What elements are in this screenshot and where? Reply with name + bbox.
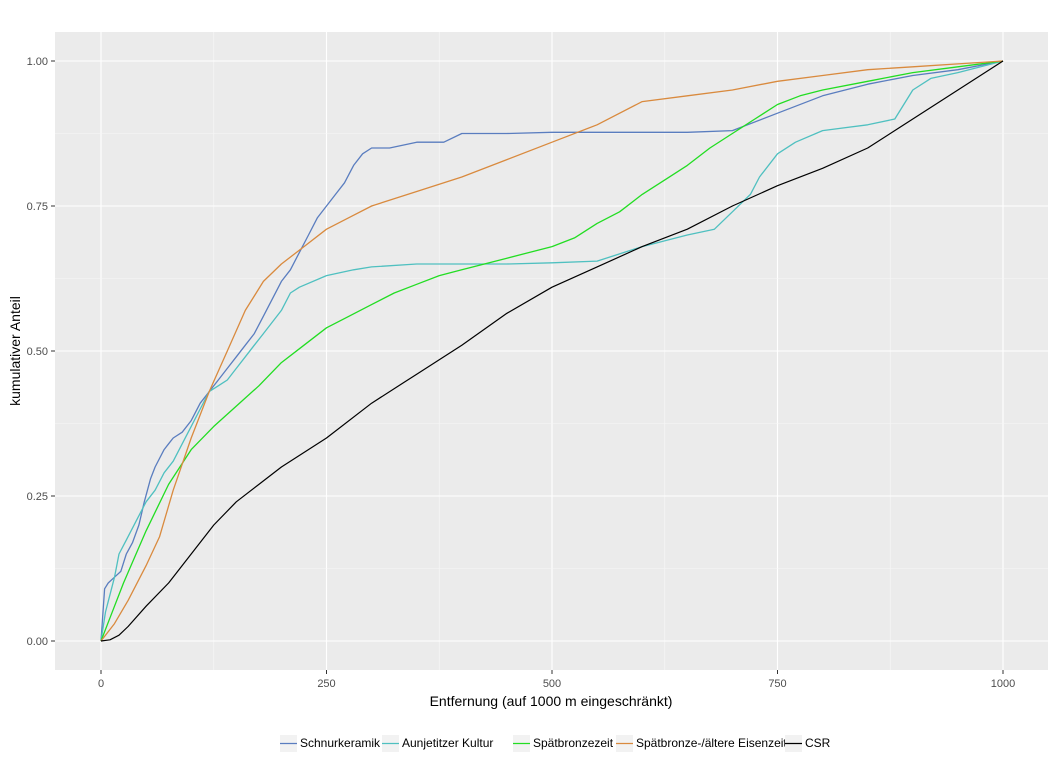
series-lines [100,60,1004,642]
series-line-4 [100,60,1004,642]
x-tick-label: 0 [98,678,104,690]
legend-label: CSR [805,736,831,750]
y-tick-label: 0.25 [27,491,48,503]
x-axis: 0 250 500 750 1000 [98,670,1015,690]
legend: Schnurkeramik Aunjetitzer Kultur Spätbronz… [280,735,831,752]
y-tick-label: 1.00 [27,56,48,68]
y-tick-label: 0.00 [27,636,48,648]
x-tick-label: 500 [543,678,561,690]
series-line-5 [100,60,1004,642]
legend-label: Spätbronze-/ältere Eisenzeit [636,736,787,750]
legend-label: Spätbronzezeit [533,736,614,750]
y-tick-label: 0.50 [27,346,48,358]
series-line-1 [100,60,1004,642]
y-axis: 0.00 0.25 0.50 0.75 1.00 [27,56,55,648]
x-axis-title: Entfernung (auf 1000 m eingeschränkt) [430,693,673,709]
y-axis-title: kumulativer Anteil [7,296,23,406]
y-tick-label: 0.75 [27,201,48,213]
grid [55,32,1048,670]
x-tick-label: 1000 [991,678,1015,690]
x-tick-label: 750 [768,678,786,690]
legend-label: Schnurkeramik [300,736,381,750]
series-line-3 [100,60,1004,642]
x-tick-label: 250 [317,678,335,690]
series-line-2 [100,60,1004,642]
legend-label: Aunjetitzer Kultur [402,736,493,750]
